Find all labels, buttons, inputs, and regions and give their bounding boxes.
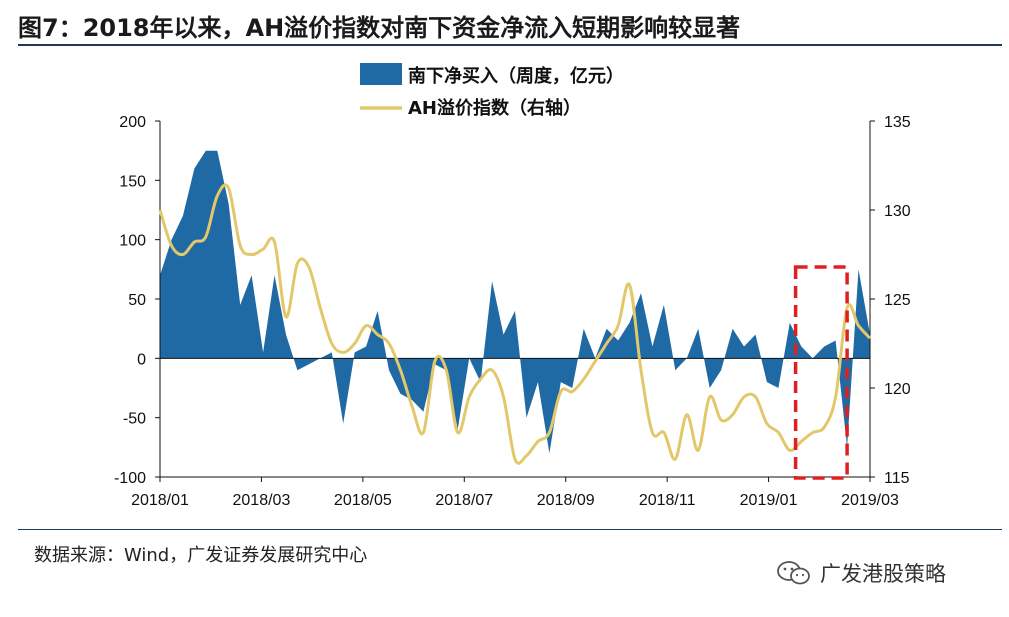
chart-svg: 200 150 100 50 0 -50 -100 135 130 125 120 115 2018/0… [114,63,911,509]
x-tick-label: 2018/07 [435,492,493,509]
right-tick-label: 130 [884,203,911,220]
ah-premium-line-group [158,183,872,465]
watermark-text: 广发港股策略 [820,562,946,586]
axes-group: 200 150 100 50 0 -50 -100 135 130 125 120 115 2018/0… [114,114,911,509]
right-tick-label: 135 [884,114,911,131]
footer-rule [18,529,1002,530]
highlight-box [793,265,849,480]
left-tick-label: -100 [114,470,146,487]
ah-premium-line [158,183,872,465]
right-tick-label: 120 [884,381,911,398]
x-tick-label: 2019/03 [841,492,899,509]
x-tick-label: 2018/09 [537,492,595,509]
legend-area-swatch [360,63,402,85]
legend-area-label: 南下净买入（周度，亿元） [408,65,624,87]
left-tick-label: 0 [137,351,146,368]
annotation-group [793,265,849,480]
left-tick-label: 50 [128,292,146,309]
x-tick-label: 2018/05 [334,492,392,509]
net-buy-area [160,150,870,454]
wechat-icon [777,561,810,585]
right-tick-label: 125 [884,292,911,309]
net-buy-area-group [159,150,871,454]
title-rule [18,44,1002,46]
x-tick-label: 2019/01 [740,492,798,509]
left-tick-label: 200 [119,114,146,131]
source-note: 数据来源：Wind，广发证券发展研究中心 [34,545,368,566]
legend: 南下净买入（周度，亿元） AH溢价指数（右轴） [360,63,624,119]
x-tick-label: 2018/01 [131,492,189,509]
right-tick-label: 115 [884,470,910,487]
left-tick-label: 150 [119,173,146,190]
watermark: 广发港股策略 [776,558,946,588]
chart-title: 图7：2018年以来，AH溢价指数对南下资金净流入短期影响较显著 [18,14,741,42]
x-tick-label: 2018/11 [639,492,696,509]
legend-line-label: AH溢价指数（右轴） [408,97,581,119]
left-tick-label: 100 [119,233,146,250]
x-tick-label: 2018/03 [233,492,291,509]
left-tick-label: -50 [123,411,146,428]
